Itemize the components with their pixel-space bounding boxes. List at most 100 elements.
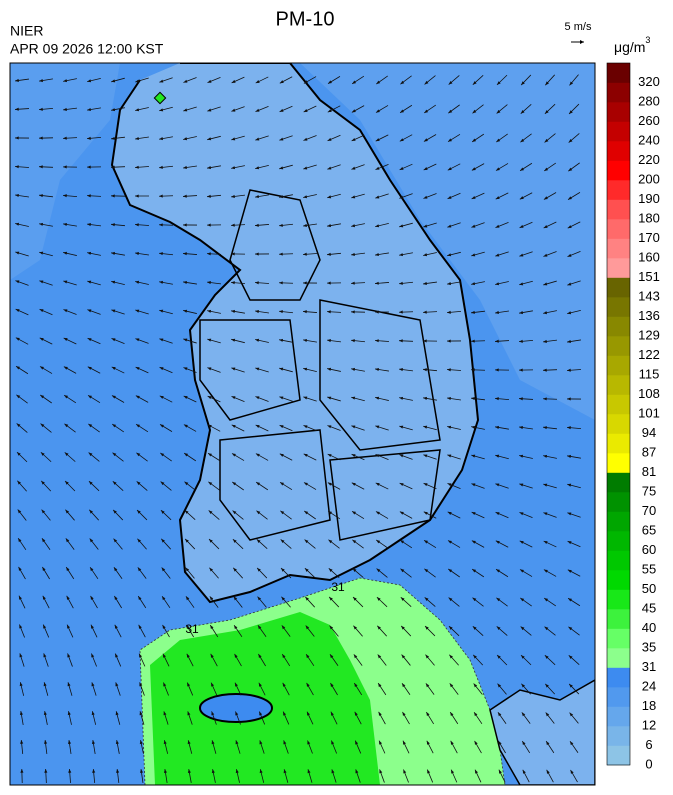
wind-arrowhead	[426, 712, 430, 716]
wind-arrowhead	[43, 682, 47, 687]
wind-arrowhead	[519, 253, 524, 257]
wind-arrowhead	[545, 683, 549, 688]
wind-scale-label: 5 m/s	[565, 21, 592, 33]
wind-arrowhead	[399, 166, 404, 170]
agency: NIER	[10, 23, 43, 39]
wind-arrowhead	[255, 453, 260, 457]
wind-arrowhead	[39, 79, 43, 83]
wind-arrowhead	[450, 712, 454, 717]
wind-arrowhead	[87, 107, 91, 112]
colorbar-segment	[607, 472, 630, 493]
wind-arrowhead	[423, 167, 428, 171]
wind-arrowhead	[303, 195, 308, 199]
wind-arrowhead	[399, 310, 403, 314]
wind-arrowhead	[425, 626, 429, 630]
colorbar-segment	[607, 511, 630, 532]
wind-arrowhead	[87, 280, 92, 284]
colorbar-tick-label: 122	[638, 347, 660, 362]
wind-arrowhead	[16, 452, 21, 456]
wind-arrowhead	[402, 740, 406, 745]
wind-arrowhead	[87, 136, 91, 140]
wind-arrowhead	[327, 425, 332, 429]
wind-arrowhead	[17, 480, 21, 485]
wind-arrowhead	[111, 395, 116, 399]
wind-arrowhead	[399, 368, 403, 372]
wind-arrowhead	[283, 711, 287, 716]
wind-arrowhead	[304, 539, 309, 544]
wind-arrowhead	[305, 596, 309, 601]
wind-arrowhead	[41, 538, 46, 543]
wind-arrowhead	[520, 597, 525, 602]
wind-arrowhead	[112, 424, 117, 428]
wind-arrowhead	[376, 80, 381, 85]
wind-arrowhead	[90, 567, 94, 572]
wind-arrowhead	[91, 653, 95, 658]
wind-arrowhead	[40, 395, 45, 399]
wind-arrowhead	[303, 252, 307, 256]
colorbar-tick-label: 0	[645, 756, 652, 771]
wind-arrowhead	[257, 567, 261, 572]
wind-arrowhead	[567, 541, 572, 545]
wind-arrowhead	[447, 511, 452, 515]
wind-arrowhead	[519, 569, 524, 573]
wind-arrowhead	[495, 483, 500, 487]
wind-arrowhead	[329, 596, 333, 601]
wind-arrowhead	[255, 80, 260, 84]
wind-arrowhead	[279, 223, 283, 227]
wind-arrowhead	[16, 366, 21, 370]
wind-arrowhead	[521, 683, 525, 688]
wind-arrowhead	[568, 598, 573, 602]
map-title: PM-10	[276, 8, 335, 30]
wind-arrowhead	[353, 597, 357, 601]
wind-arrowhead	[207, 424, 212, 428]
wind-arrowhead	[258, 682, 262, 687]
wind-arrowhead	[376, 568, 381, 573]
wind-arrowhead	[111, 280, 116, 284]
wind-arrowhead	[39, 309, 44, 313]
wind-arrowhead	[89, 538, 94, 543]
colorbar-tick-label: 136	[638, 308, 660, 323]
wind-arrowhead	[211, 682, 215, 687]
colorbar-segment	[607, 706, 630, 727]
wind-arrowhead	[569, 110, 573, 114]
wind-arrowhead	[89, 509, 93, 514]
wind-arrowhead	[475, 769, 479, 774]
colorbar-segment	[607, 453, 630, 473]
wind-arrowhead	[90, 595, 94, 600]
wind-arrowhead	[139, 740, 143, 745]
wind-arrowhead	[447, 195, 452, 199]
wind-arrowhead	[399, 138, 404, 142]
wind-arrowhead	[255, 281, 259, 285]
colorbar-tick-label: 81	[642, 464, 656, 479]
colorbar-segment	[607, 180, 630, 200]
wind-arrowhead	[546, 741, 550, 746]
wind-arrowhead	[138, 624, 142, 629]
colorbar-segment	[607, 745, 630, 766]
wind-arrowhead	[39, 136, 43, 140]
wind-arrowhead	[159, 395, 164, 399]
wind-arrowhead	[424, 568, 429, 573]
wind-arrowhead	[355, 769, 359, 774]
wind-arrowhead	[259, 769, 263, 774]
wind-arrowhead	[471, 483, 476, 487]
wind-arrowhead	[352, 539, 357, 544]
wind-arrowhead	[135, 367, 140, 371]
wind-arrowhead	[15, 78, 19, 82]
wind-arrowhead	[568, 655, 573, 659]
wind-arrowhead	[448, 568, 453, 573]
wind-arrowhead	[279, 252, 283, 256]
wind-arrowhead	[207, 338, 212, 342]
wind-arrowhead	[471, 253, 476, 257]
wind-arrowhead	[15, 309, 20, 313]
wind-arrowhead	[232, 510, 237, 515]
wind-arrowhead	[303, 482, 308, 486]
colorbar-tick-label: 65	[642, 522, 656, 537]
colorbar-tick-label: 60	[642, 542, 656, 557]
wind-arrowhead	[327, 482, 332, 486]
colorbar-tick-label: 55	[642, 561, 656, 576]
wind-arrowhead	[232, 539, 237, 543]
wind-arrowhead	[495, 368, 499, 372]
wind-arrowhead	[351, 396, 356, 400]
wind-arrowhead	[471, 310, 475, 314]
unit-superscript: 3	[645, 35, 650, 45]
